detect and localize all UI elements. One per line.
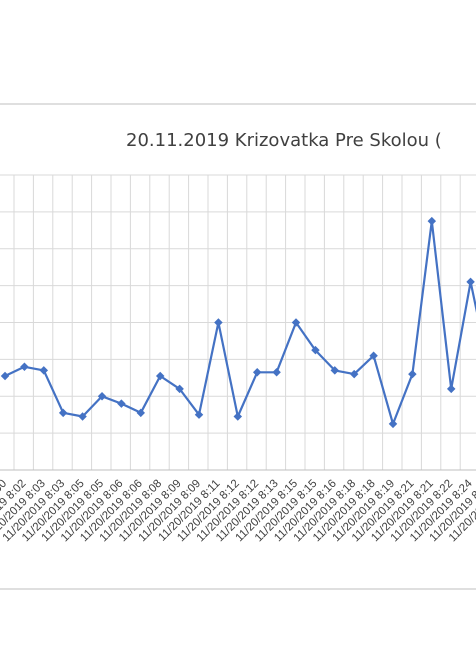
data-point [427, 216, 437, 226]
data-point [388, 419, 398, 429]
x-tick-labels: 11/20/2019 8:0011/20/2019 8:0211/20/2019… [0, 477, 476, 544]
chart-area-border [0, 103, 476, 590]
data-point [252, 368, 262, 377]
data-point [58, 408, 68, 418]
data-point [39, 366, 49, 375]
data-point [466, 277, 475, 287]
data-point [311, 345, 320, 355]
data-point [291, 318, 301, 327]
data-point [136, 408, 146, 418]
data-point [330, 366, 340, 375]
gridlines [0, 174, 476, 471]
chart-title: 20.11.2019 Krizovatka Pre Skolou ( [126, 130, 442, 151]
data-point [214, 318, 223, 327]
